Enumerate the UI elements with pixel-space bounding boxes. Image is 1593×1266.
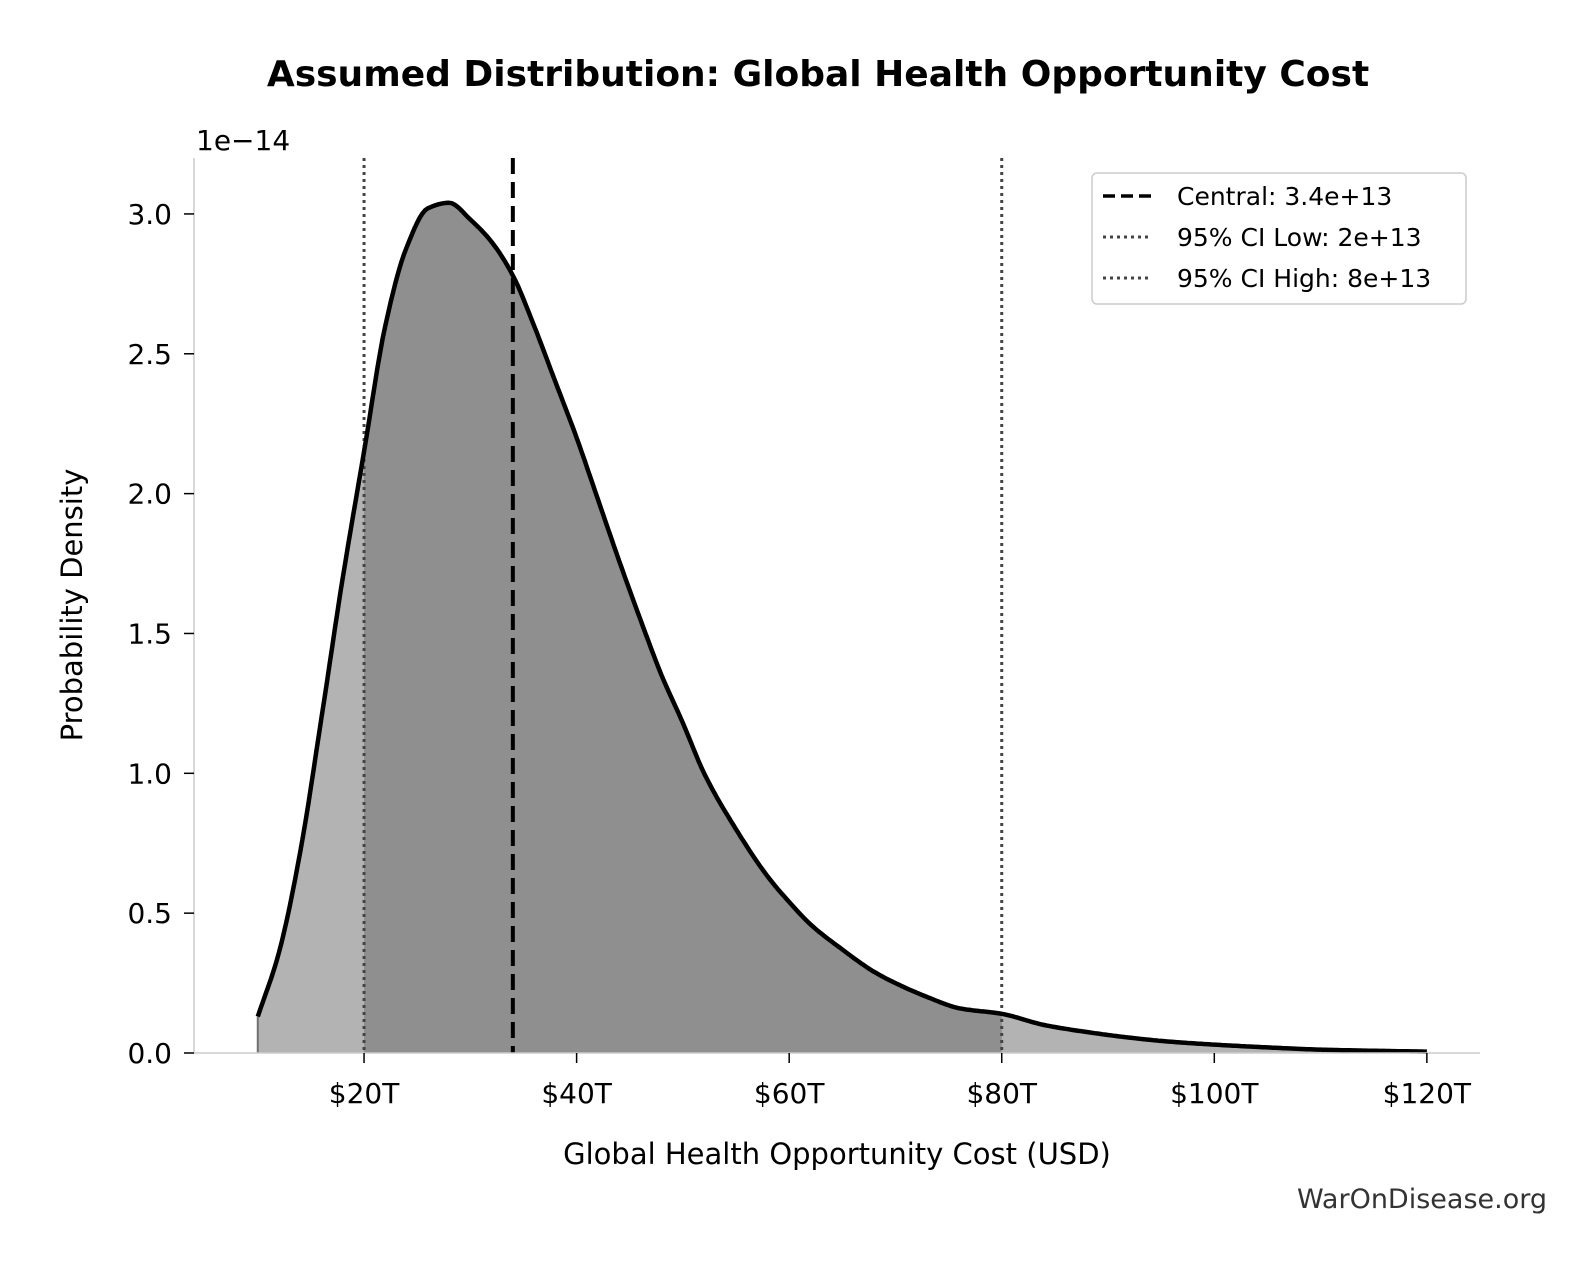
x-tick-label: $120T	[1383, 1077, 1472, 1110]
legend-central-label: Central: 3.4e+13	[1177, 182, 1392, 211]
y-axis-label: Probability Density	[55, 469, 89, 742]
chart-title: Assumed Distribution: Global Health Oppo…	[267, 54, 1369, 95]
x-tick-label: $100T	[1170, 1077, 1259, 1110]
y-axis-ticks: 0.0 0.5 1.0 1.5 2.0 2.5 3.0	[127, 198, 194, 1070]
x-tick-label: $60T	[754, 1077, 825, 1110]
area-layer	[256, 202, 1427, 1054]
y-tick-label: 0.0	[127, 1037, 172, 1070]
curve-layer	[255, 200, 1427, 1054]
density-area-ci	[364, 202, 1002, 1054]
y-offset-label: 1e−14	[196, 124, 290, 157]
y-tick-label: 3.0	[127, 198, 172, 231]
y-tick-label: 1.5	[127, 617, 172, 650]
legend-frame	[1091, 172, 1467, 305]
legend-ci-low-label: 95% CI Low: 2e+13	[1177, 223, 1422, 252]
x-tick-label: $20T	[329, 1077, 400, 1110]
legend-ci-high-label: 95% CI High: 8e+13	[1177, 264, 1431, 293]
x-tick-label: $40T	[541, 1077, 612, 1110]
x-tick-label: $80T	[966, 1077, 1037, 1110]
x-axis-ticks: $20T $40T $60T $80T $100T $120T	[329, 1053, 1472, 1110]
reference-lines	[362, 158, 1004, 1053]
y-tick-label: 0.5	[127, 897, 172, 930]
x-axis-label: Global Health Opportunity Cost (USD)	[563, 1137, 1111, 1171]
y-tick-label: 1.0	[127, 757, 172, 790]
density-curve	[255, 200, 1427, 1054]
y-tick-label: 2.0	[127, 478, 172, 511]
y-tick-label: 2.5	[127, 338, 172, 371]
legend: Central: 3.4e+13 95% CI Low: 2e+13 95% C…	[1091, 172, 1467, 305]
source-credit: WarOnDisease.org	[1297, 1184, 1547, 1215]
